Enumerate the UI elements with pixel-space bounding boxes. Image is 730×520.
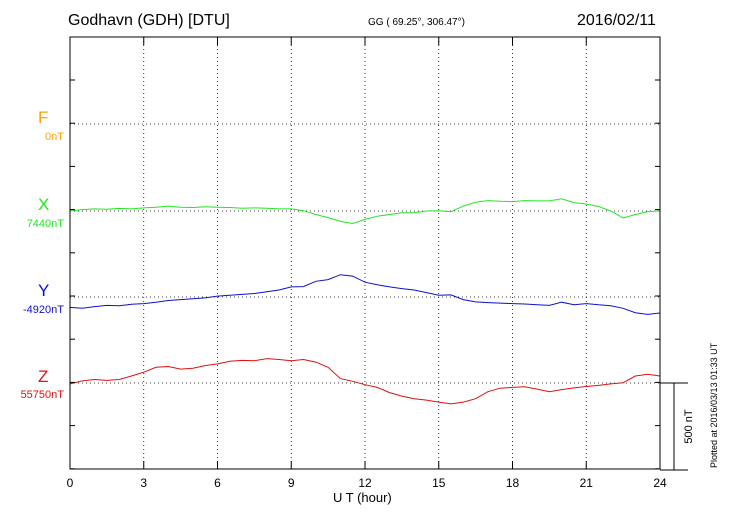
scale-bar: 500 nT [660, 382, 695, 471]
series-line-y [69, 274, 661, 315]
x-tick-label: 0 [67, 476, 74, 490]
channel-baseline-f: 0nT [45, 131, 64, 143]
channel-baseline-x: 7440nT [26, 218, 64, 230]
channel-letter-f: F [38, 108, 49, 127]
channel-baseline-z: 55750nT [20, 389, 64, 401]
series-line-z [69, 358, 661, 405]
x-tick-label: 9 [288, 476, 295, 490]
x-tick-label: 6 [214, 476, 221, 490]
x-tick-label: 3 [140, 476, 147, 490]
series-line-x [69, 198, 661, 225]
axis-ticks: 0 3 6 9 12 15 18 21 24 [67, 37, 667, 490]
x-tick-label: 15 [432, 476, 446, 490]
channel-letter-y: Y [38, 281, 50, 300]
chart-date: 2016/02/11 [577, 12, 656, 29]
x-tick-label: 24 [653, 476, 667, 490]
x-tick-label: 12 [358, 476, 372, 490]
series-lines [69, 198, 661, 405]
scale-bar-label: 500 nT [683, 409, 695, 444]
station-coordinates: GG ( 69.25°, 306.47°) [368, 17, 465, 28]
x-axis-label: U T (hour) [333, 490, 392, 505]
x-tick-label: 21 [580, 476, 594, 490]
channel-letter-x: X [38, 195, 50, 214]
chart-title: Godhavn (GDH) [DTU] [68, 12, 230, 29]
x-tick-label: 18 [506, 476, 520, 490]
channel-letter-z: Z [38, 367, 49, 386]
grid-lines [70, 37, 660, 469]
channel-baseline-y: -4920nT [23, 304, 64, 316]
